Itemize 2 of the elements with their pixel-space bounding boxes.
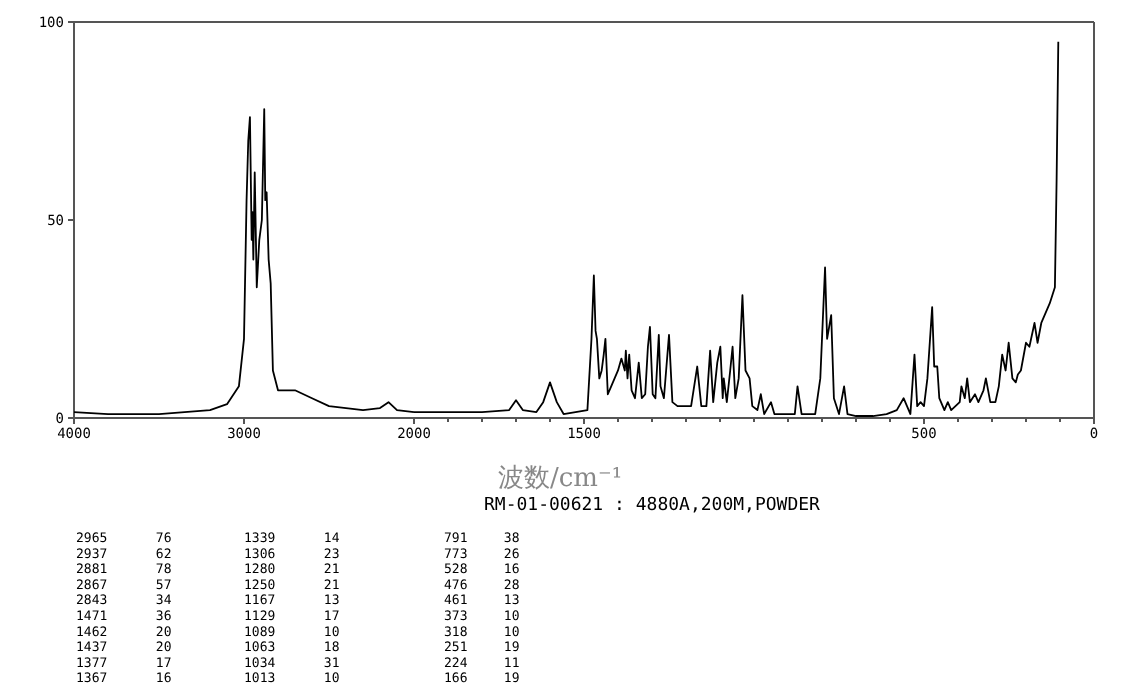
text: RM-01-00621 : 4880A,200M,POWDER [484, 496, 822, 516]
x-axis-title: 波数/cm⁻¹ [497, 464, 623, 494]
